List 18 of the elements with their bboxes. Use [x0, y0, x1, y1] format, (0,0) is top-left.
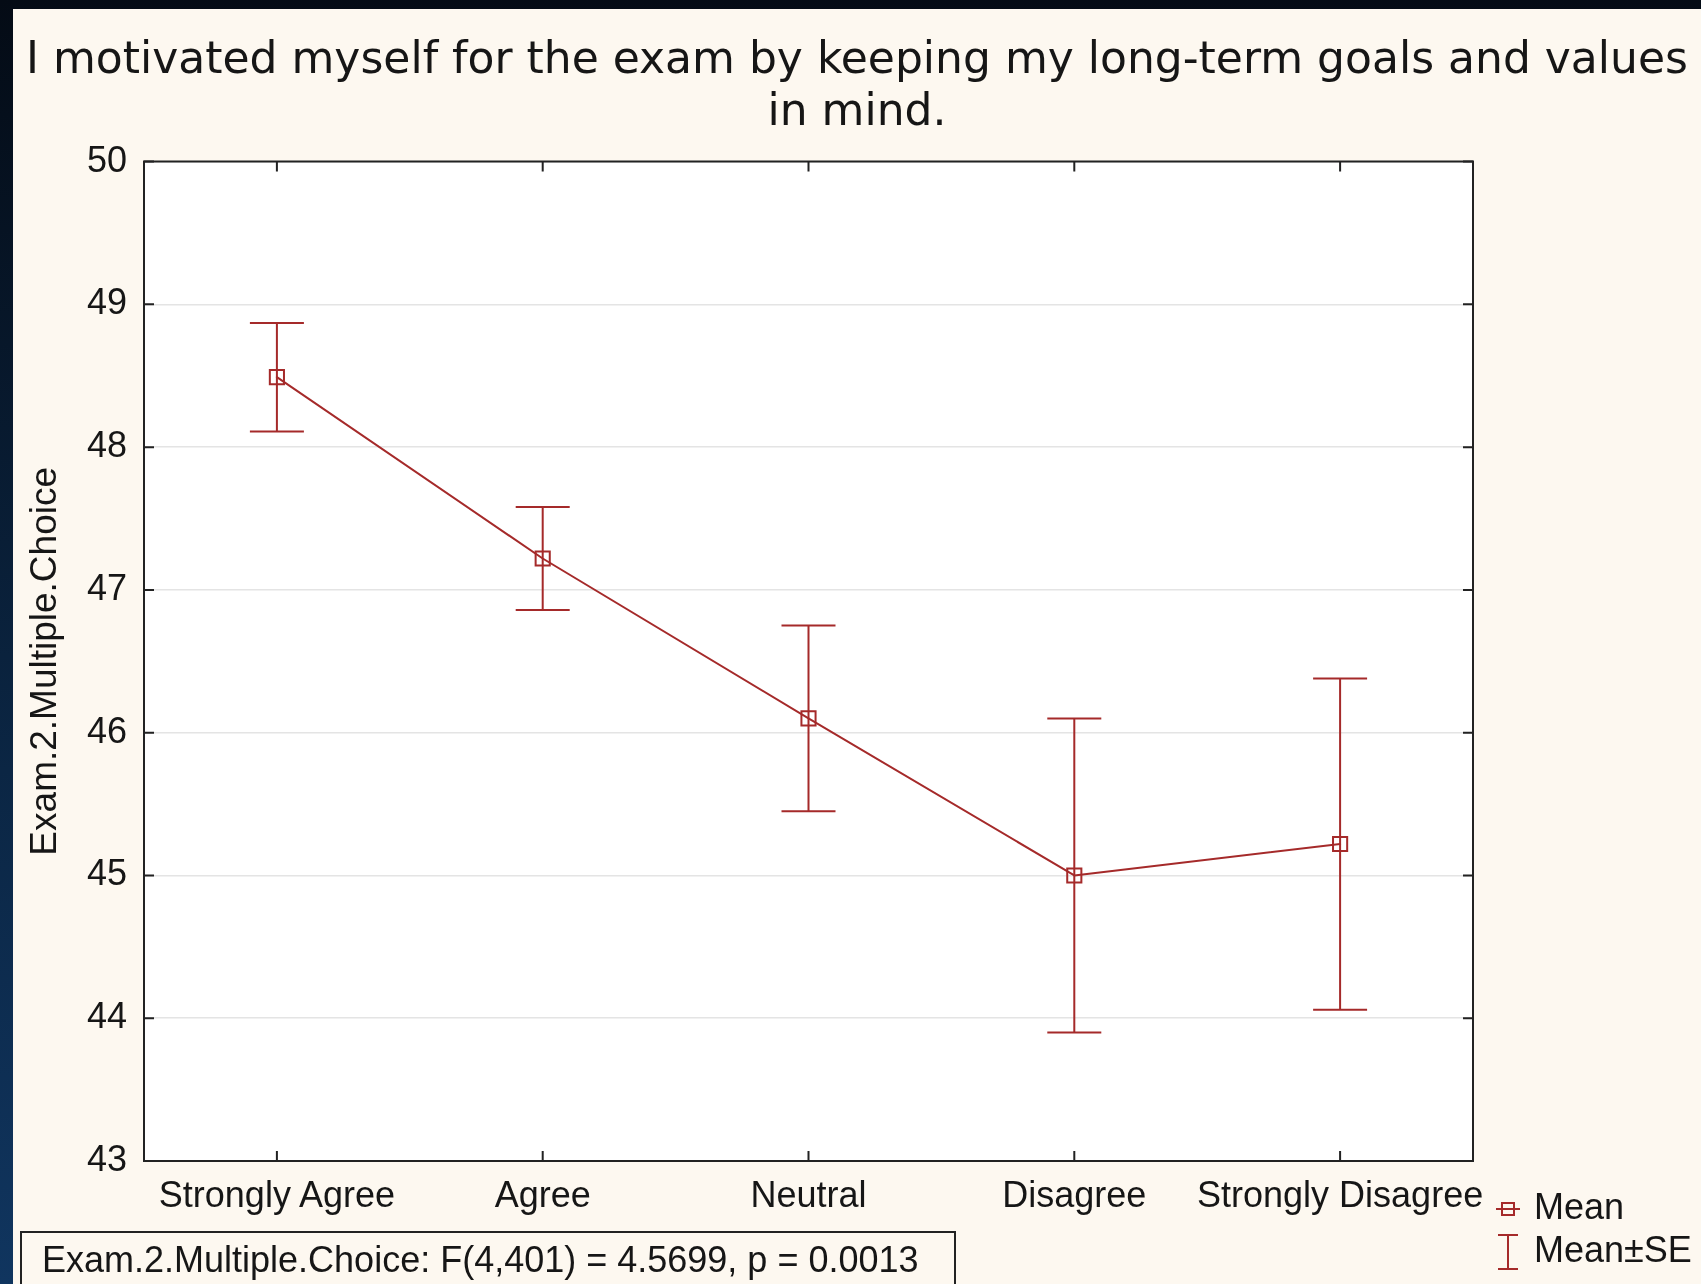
- legend-label: Mean: [1534, 1185, 1625, 1227]
- y-tick-label: 46: [86, 709, 127, 751]
- y-tick-label: 44: [86, 995, 127, 1037]
- text: Mean±SE: [1534, 1228, 1692, 1270]
- y-tick-label: 48: [86, 424, 127, 466]
- x-tick-label: Strongly Agree: [158, 1173, 395, 1215]
- y-tick-label: 49: [86, 281, 127, 323]
- x-tick-label: Strongly Disagree: [1197, 1173, 1484, 1215]
- x-tick-label: Disagree: [1002, 1173, 1147, 1215]
- y-tick-label: 45: [86, 852, 127, 894]
- y-tick-label: 50: [86, 138, 127, 180]
- x-tick-label: Neutral: [750, 1173, 867, 1215]
- y-axis-title: Exam.2.Multiple.Choice: [23, 466, 65, 856]
- y-tick-label: 43: [86, 1137, 127, 1179]
- y-tick-label: 47: [86, 566, 127, 608]
- text: Exam.2.Multiple.Choice: F(4,401) = 4.5699, p = 0.0013: [42, 1239, 919, 1280]
- chart-title: I motivated myself for the exam by keeping my long-term goals and values in mind.: [25, 32, 1689, 136]
- x-tick-label: Agree: [494, 1173, 591, 1215]
